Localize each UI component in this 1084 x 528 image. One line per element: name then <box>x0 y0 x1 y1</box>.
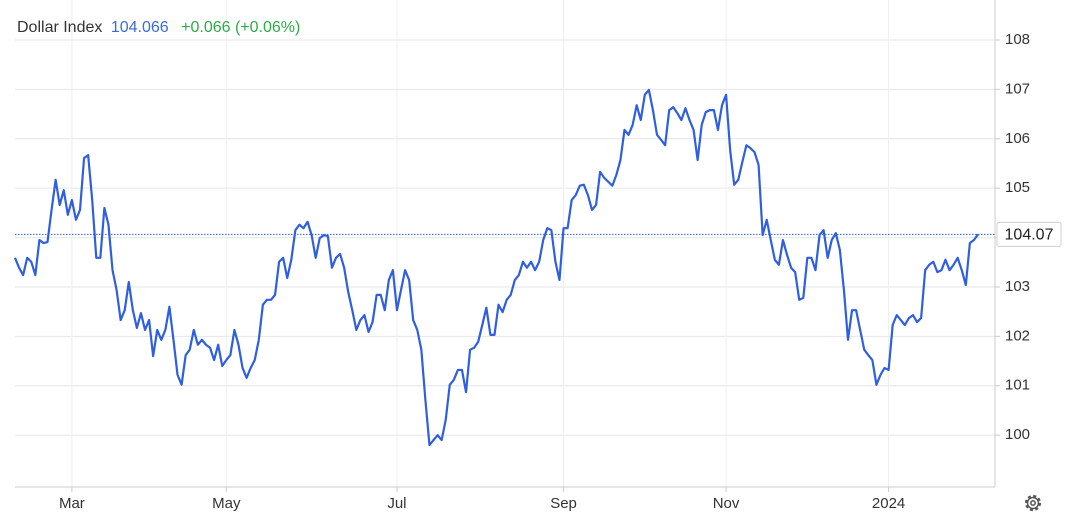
y-tick-label: 100 <box>1005 426 1030 443</box>
x-tick-label: 2024 <box>872 495 905 512</box>
y-tick-label: 105 <box>1005 179 1030 196</box>
y-tick-label: 101 <box>1005 377 1030 394</box>
change: +0.066 (+0.06%) <box>181 19 301 36</box>
gear-body[interactable] <box>1026 496 1040 510</box>
header: Dollar Index 104.066 +0.066 (+0.06%) <box>17 19 300 37</box>
y-tick-label: 102 <box>1005 327 1030 344</box>
last-price-box <box>996 221 1062 247</box>
y-tick-label: 108 <box>1005 31 1030 48</box>
last-price-label: 104.07 <box>1005 227 1054 244</box>
x-tick-label: Nov <box>713 495 740 512</box>
y-tick-label: 103 <box>1005 278 1030 295</box>
y-tick-label: 107 <box>1005 80 1030 97</box>
y-tick-label: 106 <box>1005 130 1030 147</box>
x-tick-label: Sep <box>550 495 577 512</box>
settings-icon[interactable] <box>1024 494 1042 512</box>
price-line <box>13 88 979 447</box>
x-tick-label: May <box>212 495 241 512</box>
last-value: 104.066 <box>110 19 169 36</box>
gear-hole[interactable] <box>1030 500 1036 506</box>
instrument-name: Dollar Index <box>17 19 103 36</box>
x-tick-label: Mar <box>59 495 85 512</box>
x-tick-label: Jul <box>387 495 406 512</box>
